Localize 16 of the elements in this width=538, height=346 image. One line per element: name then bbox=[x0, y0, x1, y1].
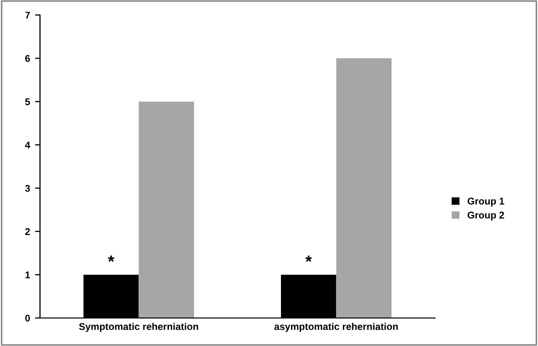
y-tick-label: 3 bbox=[25, 184, 30, 192]
legend-label: Group 2 bbox=[468, 212, 504, 220]
x-tick-label: asymptomatic reherniation bbox=[274, 322, 398, 332]
annotation: * bbox=[108, 256, 114, 262]
y-tick-label: 0 bbox=[25, 314, 30, 322]
y-tick-label: 2 bbox=[25, 228, 30, 235]
annotation: * bbox=[305, 256, 312, 262]
y-tick-label: 1 bbox=[25, 272, 30, 278]
y-tick-label: 5 bbox=[25, 98, 30, 106]
y-tick-label: 6 bbox=[25, 55, 30, 62]
y-tick-label: 7 bbox=[25, 12, 30, 19]
bar bbox=[138, 102, 194, 318]
y-tick-label: 4 bbox=[25, 142, 30, 148]
legend-label: Group 1 bbox=[468, 198, 504, 206]
x-tick-label: Symptomatic reherniation bbox=[79, 322, 198, 332]
bar bbox=[336, 58, 392, 318]
